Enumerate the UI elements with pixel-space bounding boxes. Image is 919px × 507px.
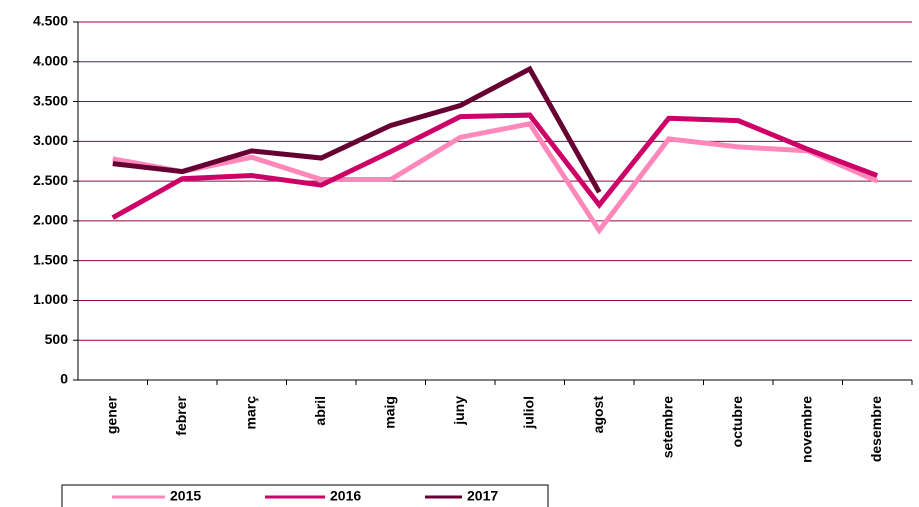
y-tick-label: 1.000 (33, 291, 68, 307)
legend-label: 2017 (467, 488, 498, 504)
x-tick-label: novembre (798, 396, 814, 463)
y-tick-label: 4.000 (33, 52, 68, 68)
y-tick-label: 4.500 (33, 13, 68, 29)
legend-label: 2016 (330, 488, 361, 504)
x-tick-label: febrer (173, 395, 189, 435)
y-tick-label: 3.000 (33, 132, 68, 148)
y-tick-label: 2.000 (33, 212, 68, 228)
x-tick-label: juliol (520, 396, 536, 430)
series-line (112, 65, 602, 194)
x-tick-label: desembre (868, 396, 884, 462)
x-tick-label: octubre (729, 396, 745, 448)
x-tick-label: juny (451, 396, 467, 426)
x-tick-label: setembre (659, 396, 675, 458)
series-line (112, 121, 879, 235)
y-tick-label: 1.500 (33, 251, 68, 267)
x-tick-label: març (242, 396, 258, 430)
x-tick-label: agost (590, 396, 606, 434)
series-line (111, 112, 879, 220)
y-tick-label: 2.500 (33, 172, 68, 188)
x-tick-label: abril (312, 396, 328, 426)
y-tick-label: 3.500 (33, 92, 68, 108)
x-tick-label: maig (381, 396, 397, 429)
y-tick-label: 500 (45, 331, 69, 347)
y-tick-label: 0 (60, 371, 68, 387)
x-tick-label: gener (103, 395, 119, 434)
legend-label: 2015 (170, 488, 201, 504)
